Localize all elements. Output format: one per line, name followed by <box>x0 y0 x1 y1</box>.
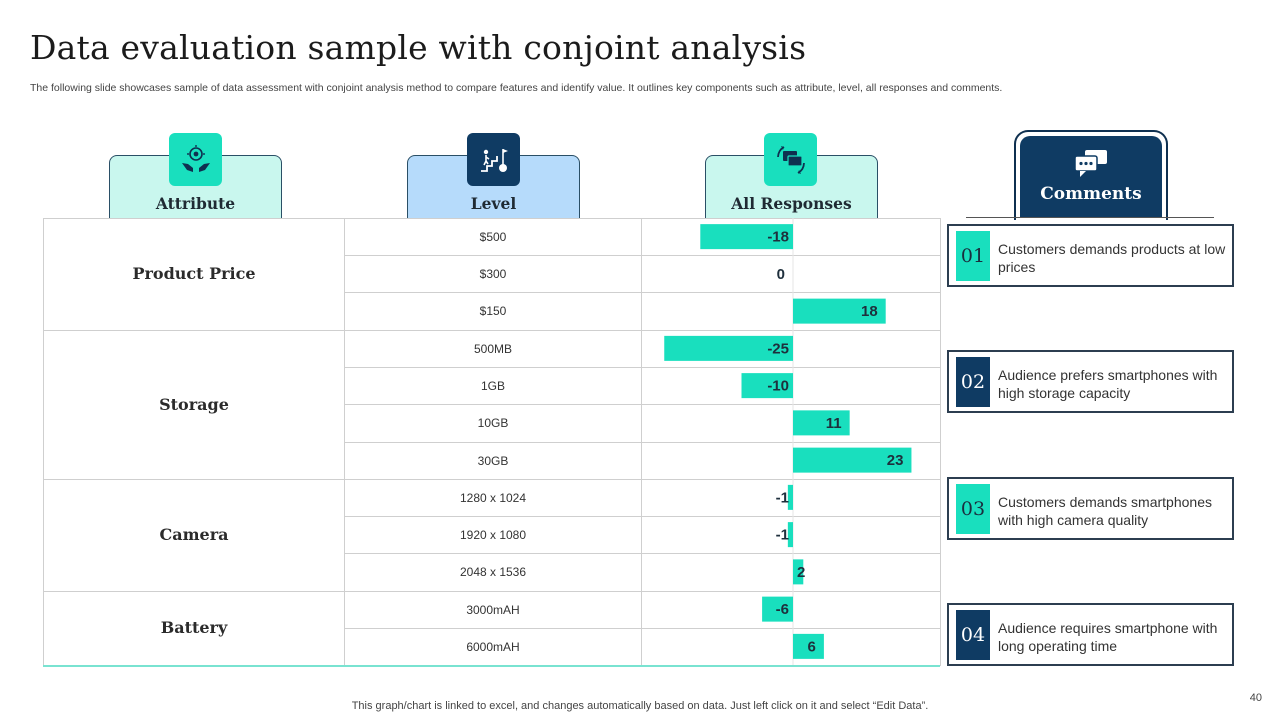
page-title: Data evaluation sample with conjoint ana… <box>30 28 807 67</box>
attribute-camera: Camera <box>159 525 229 544</box>
level-cell: 1920 x 1080 <box>459 528 527 542</box>
level-cell: 30GB <box>477 454 509 468</box>
row-line <box>344 367 940 368</box>
comment-card-4: 04 Audience requires smartphone with lon… <box>947 603 1234 666</box>
footer-note: This graph/chart is linked to excel, and… <box>351 700 929 712</box>
level-cell: 2048 x 1536 <box>459 565 527 579</box>
comments-header: Comments <box>1020 136 1162 218</box>
comment-number: 01 <box>956 231 990 281</box>
group-line <box>43 479 940 480</box>
comment-card-3: 03 Customers demands smartphones with hi… <box>947 477 1234 540</box>
level-cell: $500 <box>479 230 507 244</box>
comment-number: 02 <box>956 357 990 407</box>
comment-text: Customers demands smartphones with high … <box>998 494 1212 528</box>
row-line <box>344 553 940 554</box>
chat-bubbles-icon <box>1074 150 1107 177</box>
level-cell: 3000mAH <box>466 603 520 617</box>
comments-header-label: Comments <box>1040 184 1142 204</box>
stairs-goal-icon <box>467 133 520 186</box>
row-line <box>344 292 940 293</box>
level-cell: $150 <box>479 304 507 318</box>
table-top-line <box>43 218 940 219</box>
level-cell: 10GB <box>477 416 509 430</box>
comment-number: 04 <box>956 610 990 660</box>
group-line <box>43 591 940 592</box>
table-border-left <box>43 218 44 666</box>
attribute-battery: Battery <box>160 618 228 637</box>
page-subtitle: The following slide showcases sample of … <box>30 82 1003 94</box>
attribute-header-label: Attribute <box>155 194 236 213</box>
row-line <box>344 404 940 405</box>
level-cell: 6000mAH <box>466 640 520 654</box>
attribute-product-price: Product Price <box>132 264 256 283</box>
comment-text: Audience requires smartphone with long o… <box>998 620 1218 654</box>
row-line <box>344 628 940 629</box>
row-line <box>344 516 940 517</box>
page-number: 40 <box>1249 692 1262 704</box>
row-line <box>344 442 940 443</box>
group-line <box>43 330 940 331</box>
responses-header-label: All Responses <box>731 194 852 213</box>
level-cell: $300 <box>479 267 507 281</box>
attribute-storage: Storage <box>159 395 229 414</box>
comment-text: Customers demands products at low prices <box>998 241 1226 275</box>
level-cell: 1280 x 1024 <box>459 491 527 505</box>
comments-header-baseline <box>966 217 1214 218</box>
level-header-label: Level <box>470 194 517 213</box>
comment-card-1: 01 Customers demands products at low pri… <box>947 224 1234 287</box>
table-border-right <box>940 218 941 666</box>
comment-number: 03 <box>956 484 990 534</box>
comment-text: Audience prefers smartphones with high s… <box>998 367 1218 401</box>
level-cell: 500MB <box>473 342 513 356</box>
hands-target-icon <box>169 133 222 186</box>
comment-card-2: 02 Audience prefers smartphones with hig… <box>947 350 1234 413</box>
chat-refresh-icon <box>764 133 817 186</box>
table-bottom-accent <box>43 665 940 667</box>
level-cell: 1GB <box>480 379 505 393</box>
row-line <box>344 255 940 256</box>
